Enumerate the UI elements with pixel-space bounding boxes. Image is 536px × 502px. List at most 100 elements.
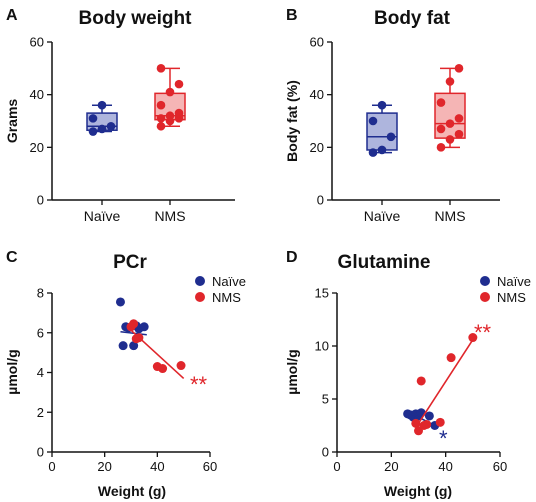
data-point — [106, 121, 116, 131]
data-point — [156, 100, 166, 110]
data-point — [156, 64, 166, 73]
data-point — [174, 79, 184, 89]
y-axis-label-body-fat: Body fat (%) — [284, 80, 300, 162]
panel-letter-c: C — [6, 249, 18, 266]
x-tick-label: 20 — [97, 459, 111, 474]
plot-area-body-weight: 0 20 40 60 Naïve NMS — [30, 35, 235, 224]
y-tick-label: 60 — [310, 35, 324, 50]
data-point — [377, 145, 387, 155]
data-point — [156, 114, 166, 123]
x-tick-label: 0 — [333, 459, 340, 474]
data-point — [377, 100, 387, 110]
data-point — [386, 132, 396, 142]
data-point — [115, 297, 125, 307]
data-point — [88, 127, 98, 136]
data-point — [435, 417, 445, 427]
y-tick-label: 4 — [37, 365, 44, 380]
significance-annotation-pcr-nms: ** — [190, 372, 208, 397]
y-tick-label: 40 — [310, 87, 324, 102]
x-tick-label: 60 — [203, 459, 217, 474]
y-tick-label: 6 — [37, 325, 44, 340]
data-point — [445, 77, 455, 86]
regression-line — [415, 339, 474, 429]
legend-marker-nms — [195, 292, 205, 302]
y-tick-label: 15 — [315, 286, 329, 301]
y-axis-label-pcr: µmol/g — [4, 349, 20, 394]
data-point — [88, 114, 98, 123]
data-point — [445, 119, 455, 128]
data-point — [368, 116, 378, 126]
legend-label-naive: Naïve — [212, 274, 246, 289]
y-tick-label: 10 — [315, 339, 329, 354]
data-point — [174, 108, 184, 118]
x-tick-label: 60 — [493, 459, 507, 474]
data-point — [454, 64, 464, 73]
significance-annotation-glutamine-naive: * — [439, 426, 448, 451]
significance-annotation-glutamine-nms: ** — [474, 320, 492, 345]
x-axis-label-weight-pcr: Weight (g) — [98, 483, 166, 499]
x-category-label: Naïve — [84, 208, 121, 224]
data-point — [158, 364, 168, 374]
y-tick-label: 0 — [317, 193, 324, 208]
data-point — [416, 408, 426, 418]
plot-area-glutamine: 0 5 10 15 0 20 40 60 — [315, 286, 508, 475]
y-tick-label: 0 — [37, 193, 44, 208]
y-tick-label: 2 — [37, 405, 44, 420]
x-tick-label: 20 — [384, 459, 398, 474]
legend-label-nms: NMS — [497, 290, 526, 305]
y-axis-label-glutamine: µmol/g — [284, 349, 300, 394]
panel-letter-d: D — [286, 249, 298, 266]
data-point — [436, 98, 446, 107]
y-tick-label: 60 — [30, 35, 44, 50]
legend-glutamine: Naïve NMS — [480, 274, 531, 305]
y-tick-label: 20 — [310, 140, 324, 155]
y-axis-label-grams: Grams — [4, 99, 20, 144]
y-tick-label: 20 — [30, 140, 44, 155]
data-point — [454, 114, 464, 123]
plot-area-body-fat: 0 20 40 60 Naïve NMS — [310, 35, 500, 224]
legend-pcr: Naïve NMS — [195, 274, 246, 305]
y-tick-label: 0 — [322, 445, 329, 460]
x-category-label: NMS — [154, 208, 185, 224]
panel-letter-b: B — [286, 7, 298, 24]
data-point — [139, 322, 149, 332]
data-point — [97, 124, 107, 134]
legend-marker-naive — [195, 276, 205, 286]
data-point — [445, 135, 455, 144]
data-point — [446, 353, 456, 363]
data-point — [97, 100, 107, 110]
y-tick-label: 8 — [37, 286, 44, 301]
chart-title-pcr: PCr — [113, 252, 147, 273]
data-point — [424, 411, 434, 421]
x-tick-label: 40 — [438, 459, 452, 474]
x-tick-label: 0 — [48, 459, 55, 474]
legend-label-naive: Naïve — [497, 274, 531, 289]
data-point — [176, 361, 186, 371]
data-point — [368, 148, 378, 157]
chart-title-glutamine: Glutamine — [338, 252, 431, 273]
data-point — [129, 319, 139, 329]
x-category-label: NMS — [434, 208, 465, 224]
data-point — [468, 333, 478, 343]
regression-line — [127, 327, 185, 380]
data-point — [436, 124, 446, 134]
y-tick-label: 40 — [30, 87, 44, 102]
legend-marker-nms — [480, 292, 490, 302]
data-point — [416, 376, 426, 386]
data-point — [165, 87, 175, 97]
chart-title-body-fat: Body fat — [374, 8, 451, 29]
legend-label-nms: NMS — [212, 290, 241, 305]
x-axis-label-weight-glutamine: Weight (g) — [384, 483, 452, 499]
y-tick-label: 0 — [37, 445, 44, 460]
y-tick-label: 5 — [322, 392, 329, 407]
data-point — [454, 129, 464, 139]
plot-area-pcr: 0 2 4 6 8 0 20 40 60 — [37, 286, 217, 475]
data-point — [165, 111, 175, 121]
data-point — [118, 341, 128, 351]
x-tick-label: 40 — [150, 459, 164, 474]
data-point — [436, 143, 446, 152]
panel-letter-a: A — [6, 7, 18, 24]
chart-title-body-weight: Body weight — [79, 8, 193, 29]
data-point — [156, 121, 166, 131]
